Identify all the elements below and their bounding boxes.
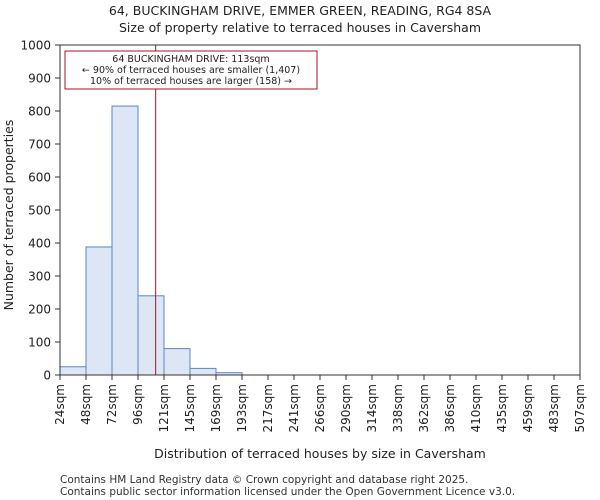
footer-line-2: Contains public sector information licen… xyxy=(60,486,515,498)
x-axis-title: Distribution of terraced houses by size … xyxy=(154,446,486,461)
annotation-box: 64 BUCKINGHAM DRIVE: 113sqm ← 90% of ter… xyxy=(64,50,318,90)
x-tick-label: 362sqm xyxy=(417,384,431,432)
x-tick-label: 24sqm xyxy=(53,384,67,425)
x-tick-label: 193sqm xyxy=(235,384,249,432)
plot-frame xyxy=(59,44,581,376)
bar-145sqm xyxy=(189,367,217,376)
y-tick-label: 900 xyxy=(28,72,51,86)
x-tick-label: 169sqm xyxy=(209,384,223,432)
x-tick-label: 72sqm xyxy=(105,384,119,425)
x-tick-label: 121sqm xyxy=(157,384,171,432)
x-tick-label: 410sqm xyxy=(469,384,483,432)
y-tick-label: 700 xyxy=(28,138,51,152)
y-tick-label: 200 xyxy=(28,303,51,317)
x-tick-label: 386sqm xyxy=(443,384,457,432)
bar-121sqm xyxy=(163,348,191,376)
x-tick-label: 266sqm xyxy=(313,384,327,432)
y-tick-label: 800 xyxy=(28,105,51,119)
y-tick-label: 400 xyxy=(28,237,51,251)
x-tick-label: 241sqm xyxy=(287,384,301,432)
footer-line-1: Contains HM Land Registry data © Crown c… xyxy=(60,474,468,486)
x-tick-label: 48sqm xyxy=(79,384,93,425)
x-axis: 24sqm 48sqm 72sqm 96sqm 121sqm 145sqm 169sqm 19… xyxy=(53,375,587,432)
annotation-border xyxy=(64,50,318,90)
chart-title-line-2: Size of property relative to terraced ho… xyxy=(119,20,481,35)
chart-title-line-1: 64, BUCKINGHAM DRIVE, EMMER GREEN, READI… xyxy=(109,3,492,18)
bar-24sqm xyxy=(59,366,87,376)
annotation-larger-share: 10% of terraced houses are larger (158) … xyxy=(90,76,292,87)
y-tick-label: 100 xyxy=(28,336,51,350)
bar-96sqm xyxy=(137,295,165,376)
bar-72sqm xyxy=(111,105,139,376)
y-tick-label: 600 xyxy=(28,171,51,185)
x-tick-label: 314sqm xyxy=(365,384,379,432)
x-tick-label: 435sqm xyxy=(495,384,509,432)
x-tick-label: 290sqm xyxy=(339,384,353,432)
annotation-smaller-share: ← 90% of terraced houses are smaller (1,… xyxy=(82,65,300,76)
x-tick-label: 338sqm xyxy=(391,384,405,432)
x-tick-label: 96sqm xyxy=(131,384,145,425)
y-tick-label: 1000 xyxy=(20,39,51,53)
bar-48sqm xyxy=(85,246,113,376)
y-axis: 0 100 200 300 400 500 600 700 800 900 1000 xyxy=(20,39,60,383)
y-tick-label: 0 xyxy=(43,369,51,383)
y-tick-label: 300 xyxy=(28,270,51,284)
y-axis-title: Number of terraced properties xyxy=(1,120,16,311)
bars-group xyxy=(59,105,243,376)
x-tick-label: 483sqm xyxy=(547,384,561,432)
x-tick-label: 459sqm xyxy=(521,384,535,432)
x-tick-label: 217sqm xyxy=(261,384,275,432)
annotation-property-label: 64 BUCKINGHAM DRIVE: 113sqm xyxy=(112,54,269,65)
x-tick-label: 507sqm xyxy=(573,384,587,432)
x-tick-label: 145sqm xyxy=(183,384,197,432)
y-tick-label: 500 xyxy=(28,204,51,218)
